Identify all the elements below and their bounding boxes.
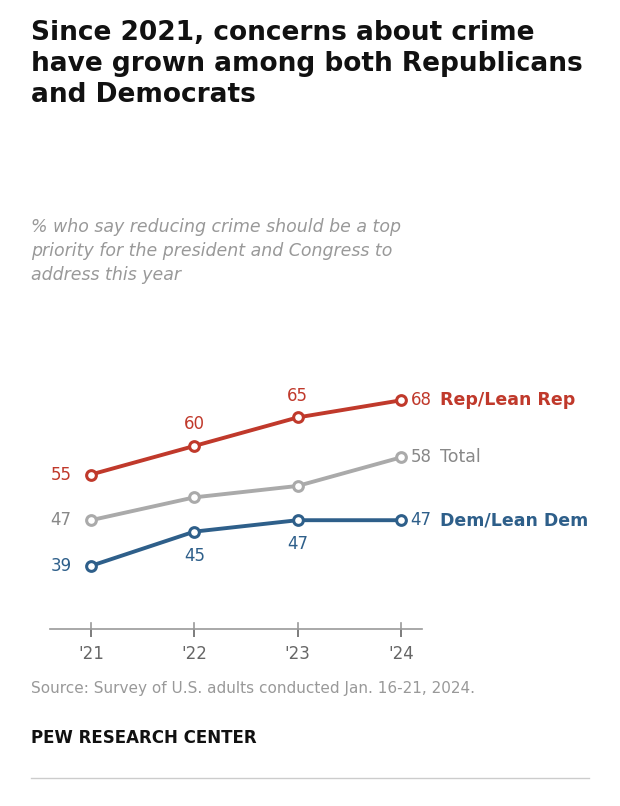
Text: Source: Survey of U.S. adults conducted Jan. 16-21, 2024.: Source: Survey of U.S. adults conducted … (31, 681, 475, 696)
Text: 45: 45 (184, 547, 205, 565)
Text: 47: 47 (287, 535, 308, 554)
Text: 39: 39 (50, 557, 71, 575)
Text: 55: 55 (50, 466, 71, 484)
Text: Dem/Lean Dem: Dem/Lean Dem (440, 511, 588, 530)
Text: 65: 65 (287, 387, 308, 405)
Text: 60: 60 (184, 415, 205, 434)
Text: Since 2021, concerns about crime
have grown among both Republicans
and Democrats: Since 2021, concerns about crime have gr… (31, 20, 583, 108)
Text: Rep/Lean Rep: Rep/Lean Rep (440, 392, 575, 409)
Text: PEW RESEARCH CENTER: PEW RESEARCH CENTER (31, 729, 257, 747)
Text: 68: 68 (410, 392, 432, 409)
Text: % who say reducing crime should be a top
priority for the president and Congress: % who say reducing crime should be a top… (31, 218, 401, 285)
Text: 47: 47 (50, 511, 71, 530)
Text: Total: Total (440, 448, 481, 467)
Text: 58: 58 (410, 448, 432, 467)
Text: 47: 47 (410, 511, 432, 530)
